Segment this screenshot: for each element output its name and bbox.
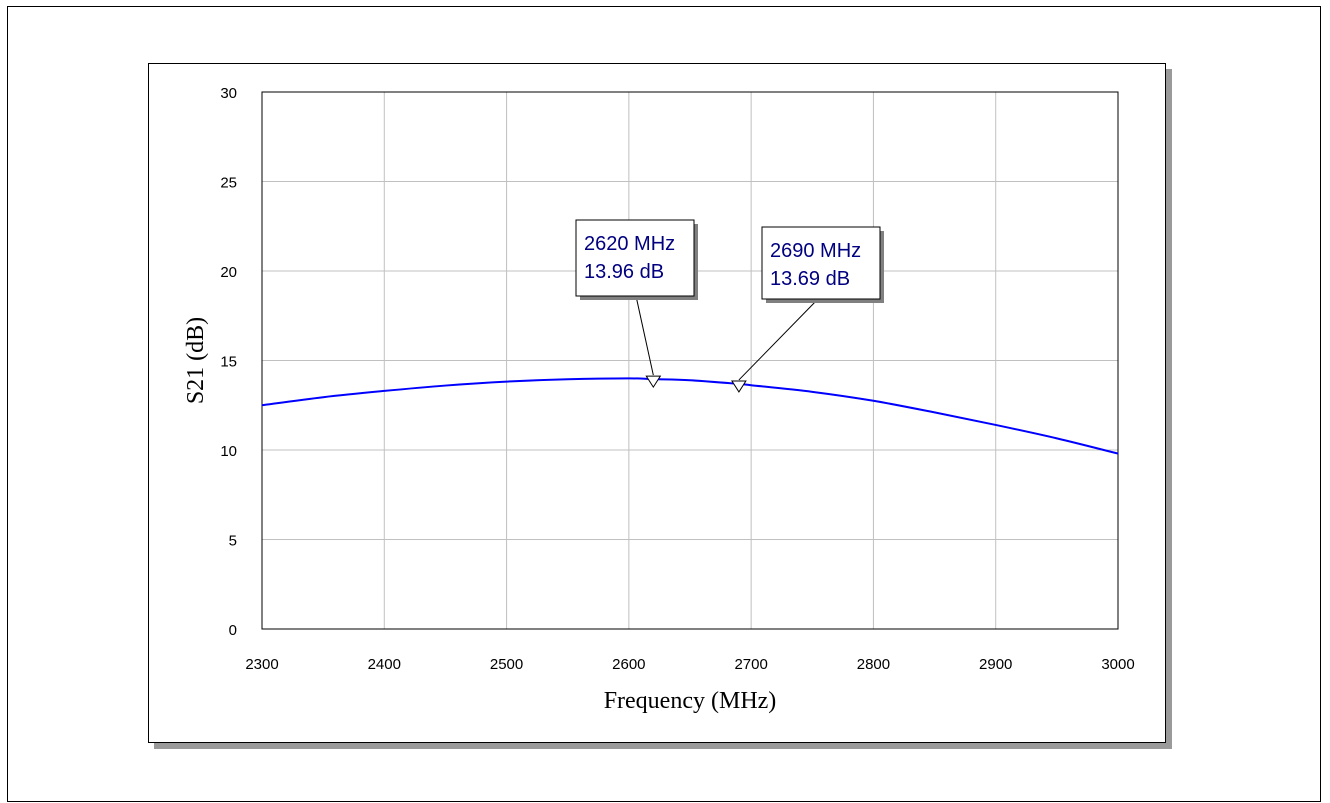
y-tick-label: 0	[229, 622, 237, 639]
y-tick-label: 25	[220, 175, 237, 192]
x-tick-label: 2600	[612, 656, 645, 673]
x-tick-label: 2500	[490, 656, 523, 673]
x-tick-label: 2300	[245, 656, 278, 673]
marker-leader-line	[635, 295, 654, 376]
plot-panel	[148, 63, 1166, 743]
marker-box	[761, 226, 881, 300]
x-tick-label: 3000	[1101, 656, 1134, 673]
x-tick-label: 2700	[734, 656, 767, 673]
x-tick-label: 2400	[368, 656, 401, 673]
y-tick-label: 20	[220, 264, 237, 281]
marker-value-label: 13.69 dB	[770, 268, 850, 290]
x-tick-label: 2800	[857, 656, 890, 673]
marker-leader-line	[738, 298, 819, 381]
series-line-s21	[261, 377, 1119, 455]
marker-triangle	[645, 375, 662, 389]
plot-area	[261, 91, 1119, 630]
marker-2: 2690 MHz 13.69 dB	[731, 226, 884, 393]
y-tick-label: 5	[229, 533, 237, 550]
x-tick-label: 2900	[979, 656, 1012, 673]
marker-value-label: 13.96 dB	[584, 261, 664, 283]
marker-1: 2620 MHz 13.96 dB	[575, 219, 698, 389]
y-tick-label: 10	[220, 443, 237, 460]
y-tick-label: 15	[220, 354, 237, 371]
marker-box	[575, 219, 695, 297]
grid	[261, 91, 1119, 630]
markers: 2620 MHz 13.96 dB 2690 MHz 13.69 dB	[575, 219, 884, 393]
y-tick-label: 30	[220, 85, 237, 102]
marker-frequency-label: 2620 MHz	[584, 233, 675, 255]
x-axis-title: Frequency (MHz)	[604, 688, 777, 714]
axis-ticks: 2300 2400 2500 2600 2700 2800 2900 3000 0 5 10 15 20…	[220, 85, 1134, 673]
marker-triangle	[731, 380, 747, 393]
marker-frequency-label: 2690 MHz	[770, 240, 861, 262]
y-axis-title: S21 (dB)	[183, 317, 209, 404]
